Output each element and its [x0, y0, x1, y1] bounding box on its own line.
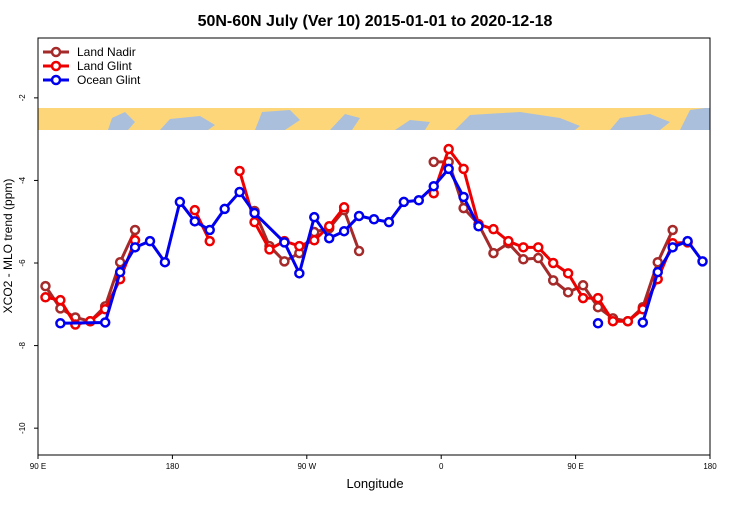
data-point: [144, 235, 156, 247]
data-point: [458, 191, 469, 203]
x-tick-label: 90 E: [567, 462, 583, 471]
chart-title: 50N-60N July (Ver 10) 2015-01-01 to 2020…: [198, 13, 553, 30]
data-point: [323, 232, 335, 244]
data-point: [129, 224, 141, 236]
data-point: [592, 292, 604, 304]
data-point: [234, 165, 245, 177]
legend-label: Ocean Glint: [77, 73, 141, 87]
data-point: [547, 257, 559, 269]
data-point: [129, 242, 141, 253]
data-point: [353, 245, 365, 257]
data-point: [488, 223, 499, 235]
data-point: [309, 211, 320, 223]
data-point: [413, 195, 425, 206]
series-line: [60, 166, 704, 325]
legend-label: Land Glint: [77, 59, 132, 73]
y-tick-label: -2: [18, 94, 27, 102]
x-tick-label: 90 E: [30, 462, 46, 471]
data-point: [637, 317, 649, 328]
data-point: [294, 268, 305, 279]
data-point: [458, 163, 469, 175]
data-point: [592, 318, 604, 329]
data-point: [204, 224, 215, 236]
data-point: [114, 266, 126, 278]
data-point: [189, 216, 201, 227]
data-point: [234, 186, 245, 198]
y-tick-label: -8: [18, 341, 27, 349]
legend-marker: [50, 74, 62, 86]
data-point: [279, 237, 290, 248]
data-point: [622, 315, 634, 327]
data-point: [697, 256, 708, 267]
data-point: [338, 225, 350, 237]
data-point: [667, 242, 678, 253]
data-point: [159, 256, 171, 268]
data-point: [383, 216, 395, 228]
data-point: [443, 143, 454, 155]
map-strip: [38, 108, 710, 130]
data-point: [518, 242, 529, 253]
data-point: [562, 268, 574, 279]
data-point: [55, 294, 66, 306]
data-point: [219, 203, 230, 215]
legend-marker: [50, 60, 62, 72]
x-tick-label: 180: [166, 462, 180, 471]
data-point: [398, 196, 410, 208]
data-point: [533, 242, 544, 253]
data-point: [518, 254, 529, 265]
data-point: [249, 216, 260, 228]
data-point: [40, 292, 51, 303]
data-point: [488, 247, 499, 259]
data-point: [264, 244, 275, 255]
data-point: [667, 224, 678, 236]
data-point: [533, 252, 544, 264]
data-point: [323, 221, 335, 232]
data-point: [174, 196, 186, 208]
x-tick-label: 90 W: [297, 462, 316, 471]
data-point: [652, 256, 663, 268]
data-point: [443, 163, 454, 175]
data-point: [577, 292, 589, 304]
data-point: [204, 235, 215, 247]
data-point: [294, 240, 305, 252]
data-point: [577, 280, 589, 291]
data-point: [428, 180, 439, 192]
x-tick-label: 180: [703, 462, 717, 471]
data-point: [353, 210, 365, 222]
y-axis-label: XCO2 - MLO trend (ppm): [1, 179, 15, 314]
data-point: [473, 221, 484, 232]
data-point: [547, 275, 559, 286]
y-tick-label: -4: [18, 176, 27, 184]
data-point: [189, 204, 201, 216]
plot-frame: [37, 37, 711, 456]
data-point: [40, 280, 51, 292]
data-point: [607, 315, 619, 327]
data-point: [652, 266, 663, 278]
data-point: [99, 317, 111, 328]
x-axis-label: Longitude: [346, 476, 403, 491]
x-tick-label: 0: [439, 462, 444, 471]
data-point: [114, 256, 126, 268]
legend-label: Land Nadir: [77, 45, 136, 59]
data-point: [309, 235, 320, 246]
y-tick-label: -6: [18, 259, 27, 267]
series-line: [45, 145, 688, 327]
y-tick-label: -10: [18, 422, 27, 434]
data-point: [249, 207, 260, 219]
data-point: [428, 156, 439, 168]
data-point: [562, 287, 574, 298]
data-point: [682, 235, 693, 247]
data-point: [368, 214, 380, 225]
legend-marker: [50, 46, 62, 58]
data-point: [55, 318, 66, 329]
data-point: [338, 202, 350, 213]
data-point: [279, 256, 290, 267]
data-point: [503, 235, 514, 247]
